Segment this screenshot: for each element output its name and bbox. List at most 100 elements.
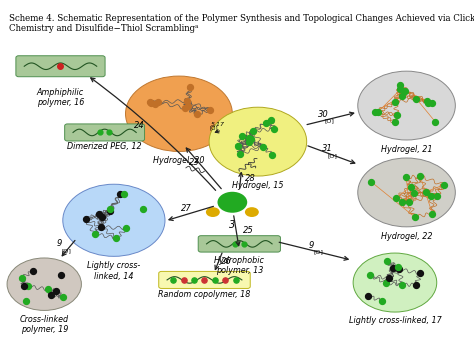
Point <box>397 82 404 88</box>
Point <box>440 182 447 188</box>
Point <box>106 208 114 214</box>
Circle shape <box>358 158 456 227</box>
Point <box>428 211 436 216</box>
Circle shape <box>126 76 232 151</box>
Point <box>117 191 124 197</box>
Point <box>268 152 276 157</box>
Point <box>206 107 214 113</box>
Point <box>402 175 410 180</box>
Text: Hydrogel, 20: Hydrogel, 20 <box>153 156 205 165</box>
Point <box>169 277 177 283</box>
Point <box>182 105 189 111</box>
Point <box>416 270 424 276</box>
Point <box>107 207 114 212</box>
Point <box>234 144 241 149</box>
Point <box>147 100 155 106</box>
Point <box>151 101 159 107</box>
Point <box>411 214 419 220</box>
Point <box>393 112 401 118</box>
Point <box>95 211 103 217</box>
Text: 3: 3 <box>229 220 236 230</box>
Point <box>428 100 436 106</box>
Text: Hydrogel, 22: Hydrogel, 22 <box>381 232 432 241</box>
FancyBboxPatch shape <box>159 272 250 288</box>
Point <box>367 179 375 185</box>
FancyBboxPatch shape <box>64 124 145 141</box>
Text: 30: 30 <box>318 110 328 119</box>
Text: Random copolymer, 18: Random copolymer, 18 <box>158 290 251 299</box>
Point <box>139 206 146 212</box>
Point <box>262 120 269 126</box>
Point <box>267 118 275 123</box>
Text: 24: 24 <box>134 121 145 130</box>
Point <box>47 292 55 298</box>
Circle shape <box>209 107 307 176</box>
Point <box>247 137 255 142</box>
Point <box>412 282 420 287</box>
Point <box>391 119 399 125</box>
Point <box>201 277 208 283</box>
Point <box>18 275 26 280</box>
Point <box>433 193 440 199</box>
Point <box>270 126 278 132</box>
Point <box>237 151 244 156</box>
Point <box>29 268 37 274</box>
Point <box>97 224 105 230</box>
Point <box>20 283 27 289</box>
Point <box>183 98 191 104</box>
Point <box>407 184 415 189</box>
Text: Dimerized PEG, 12: Dimerized PEG, 12 <box>67 142 142 151</box>
Point <box>379 298 386 304</box>
Point <box>398 282 406 288</box>
Point <box>240 241 248 247</box>
Text: 23: 23 <box>189 158 200 167</box>
Circle shape <box>63 184 165 256</box>
Point <box>232 277 240 283</box>
Point <box>423 98 431 104</box>
Point <box>394 264 401 270</box>
Point <box>120 191 128 197</box>
Circle shape <box>206 207 220 217</box>
Point <box>398 93 405 99</box>
Text: Hydrophobic
polymer, 13: Hydrophobic polymer, 13 <box>214 256 265 275</box>
Point <box>96 130 104 135</box>
Text: 26: 26 <box>220 257 231 266</box>
Point <box>193 111 201 117</box>
Point <box>22 298 29 304</box>
Point <box>395 267 403 272</box>
Text: Hydrogel, 21: Hydrogel, 21 <box>381 145 432 154</box>
Text: Hydrogel, 15: Hydrogel, 15 <box>232 181 283 190</box>
Point <box>366 273 374 278</box>
Point <box>365 294 372 299</box>
Point <box>238 133 246 138</box>
Point <box>422 189 430 194</box>
Point <box>424 100 432 106</box>
Point <box>52 288 60 294</box>
Point <box>231 241 238 247</box>
Point <box>371 109 379 115</box>
Point <box>410 190 418 196</box>
Text: Scheme 4. Schematic Representation of the Polymer Synthesis and Topological Chan: Scheme 4. Schematic Representation of th… <box>9 14 474 33</box>
Circle shape <box>218 192 247 213</box>
Point <box>392 100 399 105</box>
Point <box>180 277 187 283</box>
FancyBboxPatch shape <box>198 236 281 252</box>
Point <box>184 103 192 109</box>
Point <box>24 284 31 289</box>
Point <box>146 99 154 105</box>
Text: [O]: [O] <box>314 249 324 255</box>
Point <box>427 193 435 199</box>
Text: 5,17: 5,17 <box>210 122 225 127</box>
Text: 9: 9 <box>309 241 314 250</box>
Point <box>82 216 90 221</box>
Point <box>190 277 198 283</box>
Point <box>385 276 392 281</box>
Circle shape <box>7 258 82 310</box>
Point <box>59 295 67 300</box>
Text: Cross-linked
polymer, 19: Cross-linked polymer, 19 <box>19 315 69 334</box>
Text: [O]: [O] <box>324 119 334 124</box>
Circle shape <box>358 71 456 140</box>
Point <box>392 195 400 200</box>
Point <box>245 136 253 141</box>
Text: 25: 25 <box>243 226 254 235</box>
